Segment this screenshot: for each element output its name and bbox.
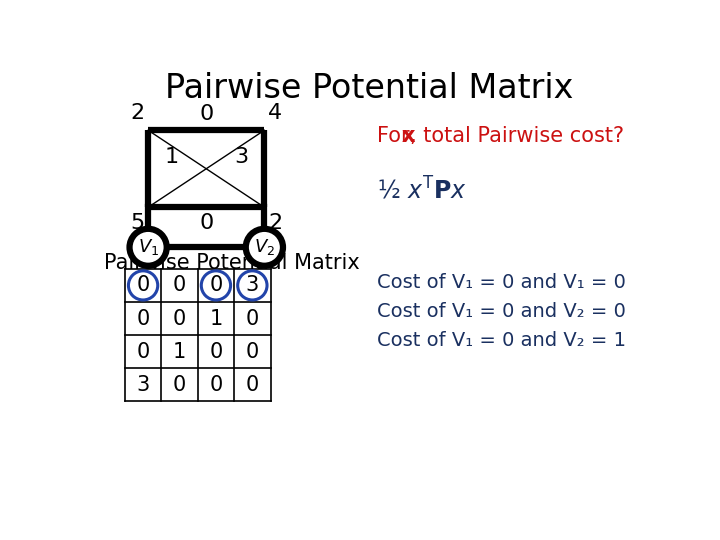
- Text: 3: 3: [234, 147, 248, 167]
- Text: 0: 0: [199, 213, 213, 233]
- Text: For: For: [377, 126, 416, 146]
- Text: 5: 5: [130, 213, 144, 233]
- Text: 4: 4: [269, 103, 282, 123]
- Text: 0: 0: [173, 275, 186, 295]
- Text: , total Pairwise cost?: , total Pairwise cost?: [410, 126, 624, 146]
- Text: ½ $x^\mathsf{T}$$\mathbf{P}$$x$: ½ $x^\mathsf{T}$$\mathbf{P}$$x$: [377, 177, 467, 204]
- Text: P: P: [255, 253, 270, 273]
- Text: 3: 3: [137, 375, 150, 395]
- Text: Pairwise Potential Matrix: Pairwise Potential Matrix: [104, 253, 366, 273]
- Text: 1: 1: [164, 147, 179, 167]
- Text: $V_1$: $V_1$: [138, 237, 158, 257]
- Text: $V_2$: $V_2$: [254, 237, 275, 257]
- Text: Cost of V₁ = 0 and V₂ = 0: Cost of V₁ = 0 and V₂ = 0: [377, 302, 626, 321]
- Text: Pairwise Potential Matrix: Pairwise Potential Matrix: [165, 72, 573, 105]
- Text: 0: 0: [173, 308, 186, 328]
- Text: 2: 2: [269, 213, 282, 233]
- Text: 0: 0: [246, 342, 259, 362]
- Text: x: x: [402, 126, 415, 146]
- Text: 0: 0: [210, 342, 222, 362]
- Text: 0: 0: [199, 104, 213, 124]
- Text: 1: 1: [210, 308, 222, 328]
- Text: 3: 3: [246, 275, 259, 295]
- Text: Cost of V₁ = 0 and V₂ = 1: Cost of V₁ = 0 and V₂ = 1: [377, 331, 626, 350]
- Circle shape: [246, 229, 283, 266]
- Circle shape: [130, 229, 167, 266]
- Text: 0: 0: [210, 375, 222, 395]
- Text: 0: 0: [137, 275, 150, 295]
- Text: 0: 0: [246, 375, 259, 395]
- Text: 2: 2: [130, 103, 144, 123]
- Text: 0: 0: [137, 342, 150, 362]
- Text: 0: 0: [246, 308, 259, 328]
- Text: 1: 1: [173, 342, 186, 362]
- Text: 0: 0: [137, 308, 150, 328]
- Text: Cost of V₁ = 0 and V₁ = 0: Cost of V₁ = 0 and V₁ = 0: [377, 273, 626, 292]
- Text: 0: 0: [210, 275, 222, 295]
- Text: 0: 0: [173, 375, 186, 395]
